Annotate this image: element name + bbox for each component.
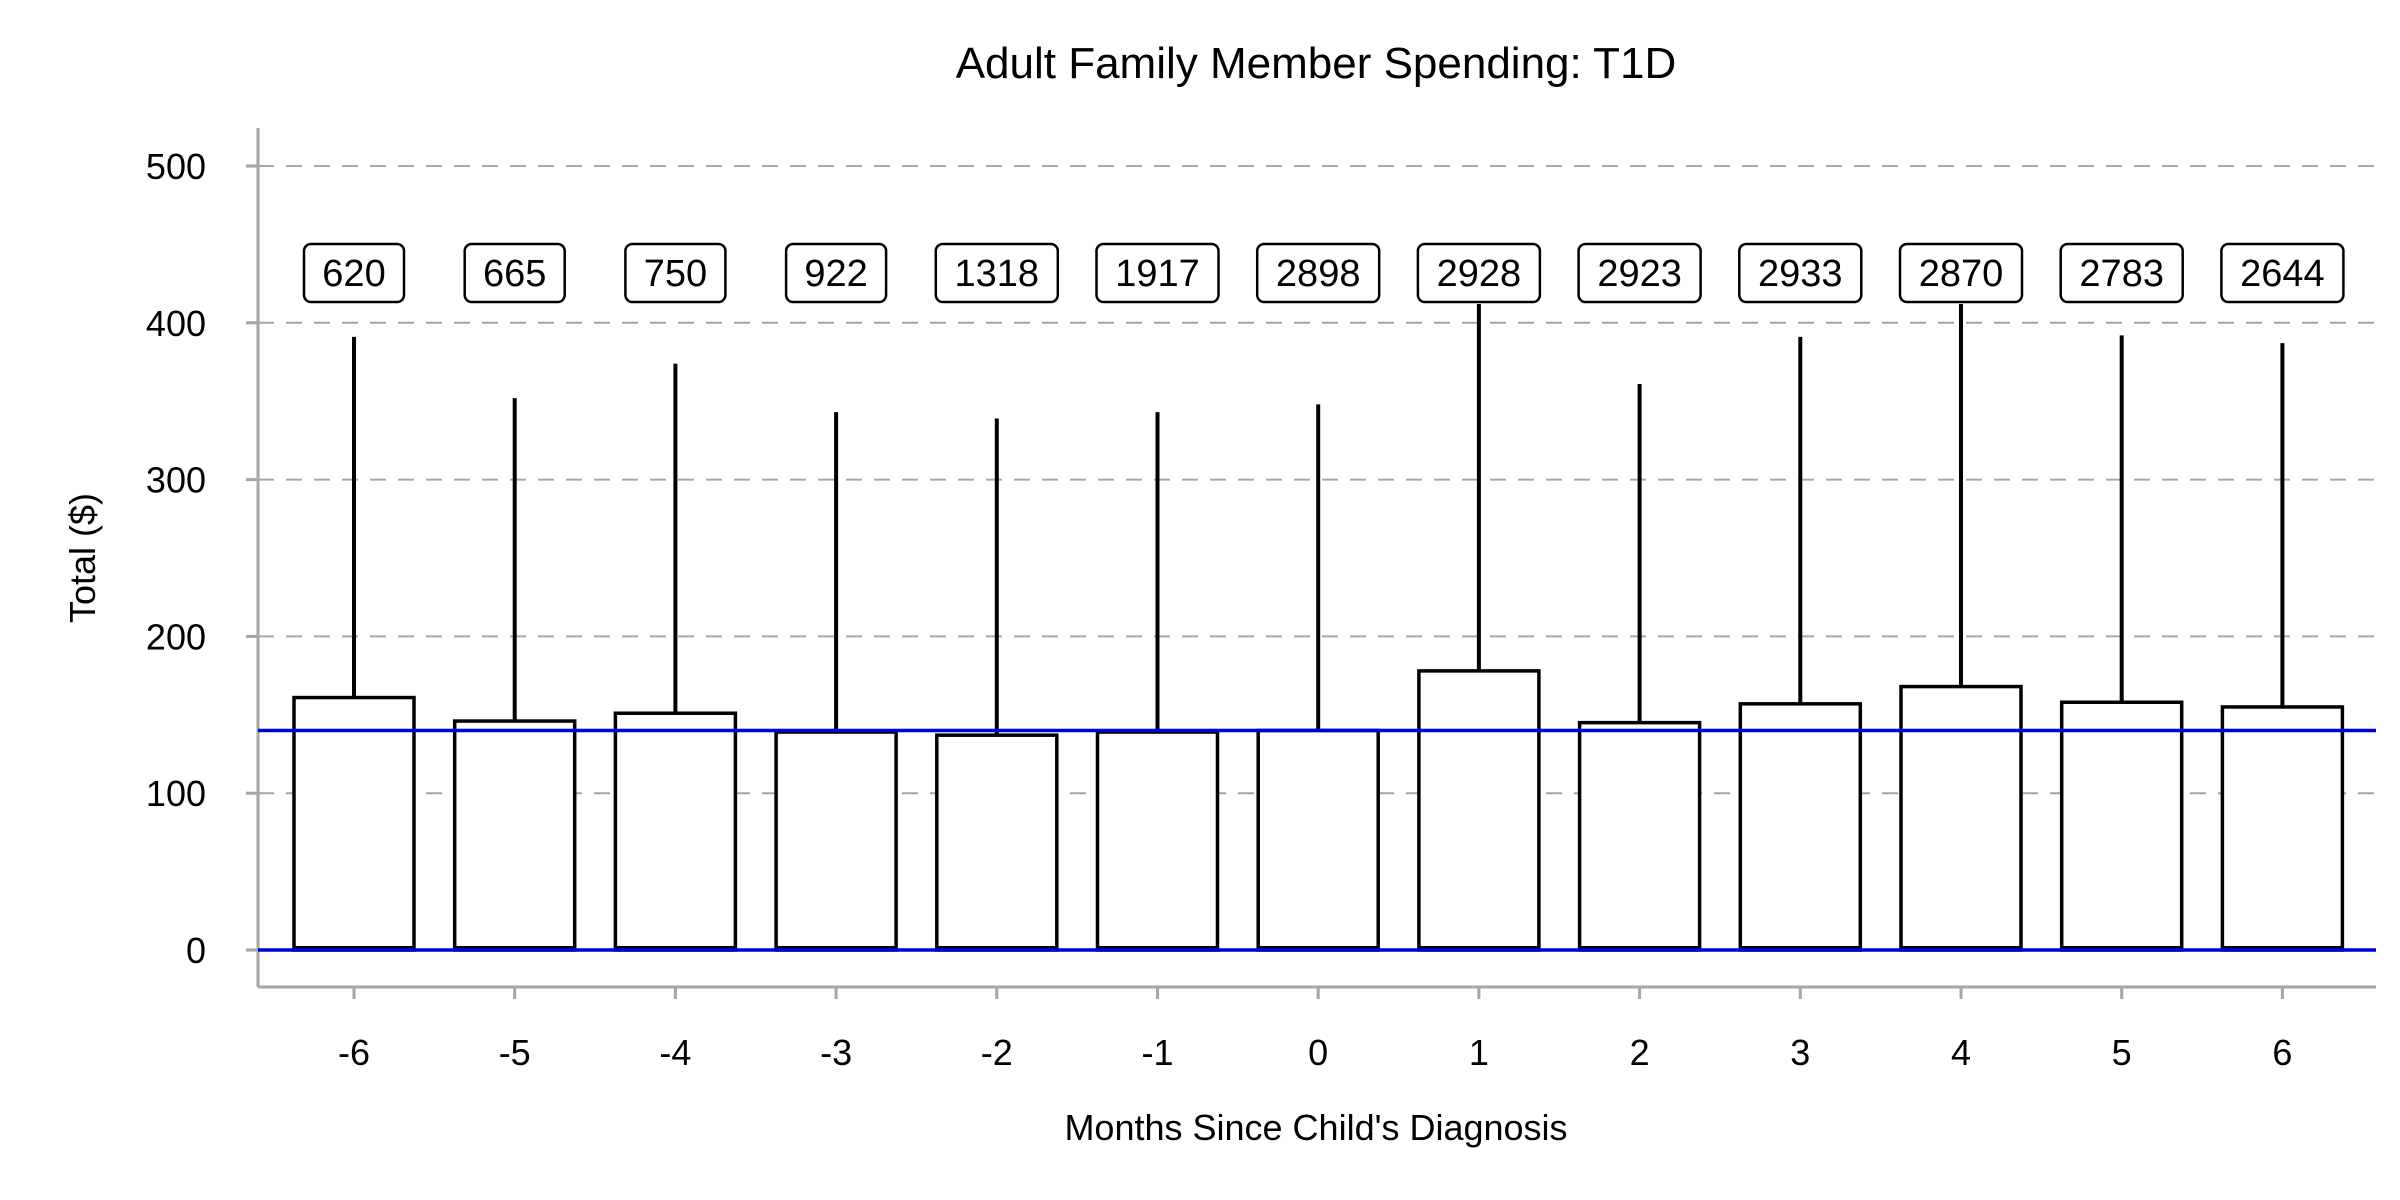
count-label-text: 2644 <box>2240 253 2325 295</box>
count-label-box <box>1577 242 1702 304</box>
box <box>292 695 416 952</box>
count-label-box <box>934 242 1060 304</box>
chart-title: Adult Family Member Spending: T1D <box>956 39 1677 88</box>
count-label: 2923 <box>1577 242 1702 304</box>
box <box>2059 700 2184 952</box>
count-label-text: 1917 <box>1115 253 1200 295</box>
box <box>452 719 577 952</box>
count-label-box <box>1095 242 1220 304</box>
count-label: 2644 <box>2220 242 2345 304</box>
box <box>935 733 1059 952</box>
count-label-box <box>2059 242 2184 304</box>
y-tick-label: 100 <box>146 773 206 814</box>
y-tick-label: 400 <box>146 303 206 344</box>
count-label-box <box>784 242 888 304</box>
box <box>613 711 738 952</box>
count-label-text: 665 <box>483 253 546 295</box>
box <box>1577 720 1702 952</box>
count-label: 665 <box>463 242 566 304</box>
box <box>1899 684 2023 952</box>
count-label-box <box>302 242 406 304</box>
count-label-text: 2928 <box>1437 253 1522 295</box>
x-tick-label: -1 <box>1141 1032 1173 1073</box>
count-label: 620 <box>302 242 406 304</box>
boxes <box>292 303 2345 952</box>
count-label: 2928 <box>1416 242 1542 304</box>
count-label: 1318 <box>934 242 1060 304</box>
box <box>1095 730 1220 952</box>
count-label-text: 2783 <box>2079 253 2164 295</box>
x-tick-label: -6 <box>338 1032 370 1073</box>
count-label-text: 750 <box>644 253 707 295</box>
count-label-text: 922 <box>804 253 867 295</box>
count-label: 2933 <box>1738 242 1863 304</box>
count-label-box <box>463 242 566 304</box>
grid-lines <box>258 165 2376 795</box>
count-label: 2783 <box>2059 242 2184 304</box>
x-tick-label: 5 <box>2112 1032 2132 1073</box>
box <box>1738 702 1863 952</box>
x-tick-label: -3 <box>820 1032 852 1073</box>
box <box>2220 705 2345 952</box>
x-tick-label: -4 <box>659 1032 691 1073</box>
x-tick-label: 1 <box>1469 1032 1489 1073</box>
y-tick-label: 0 <box>186 930 206 971</box>
box <box>1417 669 1541 952</box>
y-axis-title: Total ($) <box>62 493 103 623</box>
count-label-box <box>1738 242 1863 304</box>
count-labels: 620 665 750 922 1318 1917 2898 2928 2923 2933 2870… <box>302 242 2345 304</box>
x-tick-label: -2 <box>981 1032 1013 1073</box>
count-label-text: 2923 <box>1597 253 1682 295</box>
count-label: 2898 <box>1255 242 1381 304</box>
y-tick-label: 500 <box>146 146 206 187</box>
x-tick-label: 4 <box>1951 1032 1971 1073</box>
x-tick-label: 6 <box>2272 1032 2292 1073</box>
count-label-box <box>1255 242 1381 304</box>
count-label-box <box>2220 242 2345 304</box>
count-label: 2870 <box>1898 242 2024 304</box>
x-tick-label: 0 <box>1308 1032 1328 1073</box>
y-tick-label: 300 <box>146 460 206 501</box>
y-tick-labels: 0 100 200 300 400 500 <box>146 146 258 971</box>
x-axis-title: Months Since Child's Diagnosis <box>1064 1107 1567 1148</box>
count-label-box <box>1416 242 1542 304</box>
count-label-text: 620 <box>322 253 385 295</box>
y-tick-label: 200 <box>146 616 206 657</box>
count-label-text: 2933 <box>1758 253 1843 295</box>
count-label: 750 <box>624 242 727 304</box>
count-label-box <box>624 242 727 304</box>
reference-lines <box>258 728 2376 952</box>
count-label: 1917 <box>1095 242 1220 304</box>
count-label-text: 2898 <box>1276 253 1361 295</box>
count-label-text: 2870 <box>1919 253 2004 295</box>
x-tick-label: 2 <box>1630 1032 1650 1073</box>
count-label-box <box>1898 242 2024 304</box>
x-tick-label: 3 <box>1790 1032 1810 1073</box>
box <box>1256 728 1380 952</box>
count-label-text: 1318 <box>955 253 1040 295</box>
count-label: 922 <box>784 242 888 304</box>
x-tick-labels: -6 -5 -4 -3 -2 -1 0 1 2 3 4 5 6 <box>338 987 2292 1073</box>
box <box>774 730 898 952</box>
x-tick-label: -5 <box>499 1032 531 1073</box>
